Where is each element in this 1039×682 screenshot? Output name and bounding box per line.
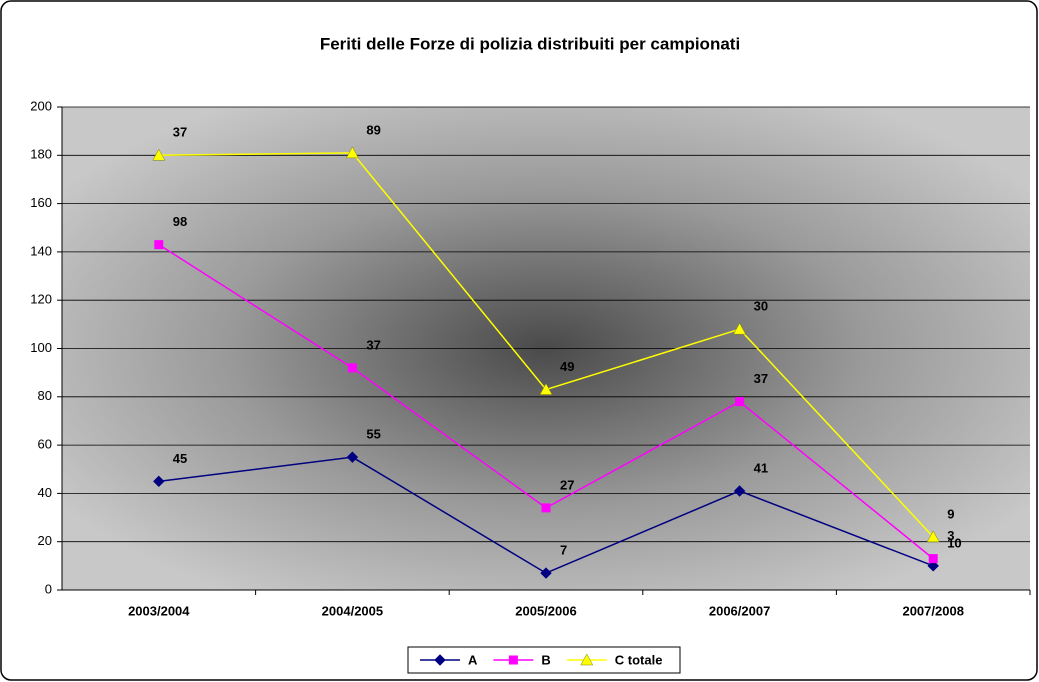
data-label: 37 <box>754 371 768 386</box>
marker <box>153 475 165 488</box>
x-tick-label: 2004/2005 <box>322 603 383 618</box>
legend-label: A <box>468 652 478 667</box>
chart-title: Feriti delle Forze di polizia distribuit… <box>320 34 740 53</box>
x-tick-label: 2003/2004 <box>128 603 190 618</box>
data-label: 27 <box>560 477 574 492</box>
data-label: 98 <box>173 214 187 229</box>
y-tick-label: 160 <box>30 195 52 210</box>
marker <box>152 148 166 161</box>
y-tick-label: 80 <box>38 388 52 403</box>
y-tick-label: 40 <box>38 485 52 500</box>
marker <box>927 560 939 572</box>
marker <box>928 554 938 564</box>
data-label: 37 <box>173 125 187 140</box>
data-label: 3 <box>947 528 954 543</box>
x-tick-label: 2007/2008 <box>902 603 963 618</box>
y-tick-label: 60 <box>38 437 52 452</box>
marker <box>926 530 940 543</box>
y-tick-label: 180 <box>30 147 52 162</box>
y-tick-label: 140 <box>30 243 52 258</box>
data-label: 37 <box>366 337 380 352</box>
data-label: 55 <box>366 427 380 442</box>
legend-label: B <box>541 652 550 667</box>
marker <box>733 485 746 497</box>
y-tick-label: 0 <box>45 581 52 596</box>
marker <box>540 567 552 579</box>
data-label: 41 <box>754 460 768 475</box>
data-label: 7 <box>560 543 567 558</box>
y-tick-label: 200 <box>30 98 52 113</box>
y-tick-label: 20 <box>38 533 52 548</box>
marker <box>541 503 551 513</box>
marker <box>539 383 553 395</box>
marker <box>434 654 446 666</box>
data-label: 89 <box>366 122 380 137</box>
marker <box>347 363 357 373</box>
y-tick-label: 120 <box>30 292 52 307</box>
data-label: 10 <box>947 535 961 550</box>
marker <box>735 397 745 407</box>
marker <box>508 655 518 665</box>
marker <box>580 653 594 666</box>
marker <box>345 146 359 159</box>
legend-label: C totale <box>615 652 663 667</box>
marker <box>346 451 359 463</box>
legend: A B C totale <box>407 646 681 674</box>
y-tick-label: 100 <box>30 340 52 355</box>
data-label: 45 <box>173 451 187 466</box>
data-label: 30 <box>754 299 768 314</box>
marker <box>154 240 164 250</box>
x-tick-label: 2005/2006 <box>515 603 576 618</box>
marker <box>733 322 747 335</box>
data-label: 49 <box>560 359 574 374</box>
data-label: 9 <box>947 506 954 521</box>
x-tick-label: 2006/2007 <box>709 603 770 618</box>
